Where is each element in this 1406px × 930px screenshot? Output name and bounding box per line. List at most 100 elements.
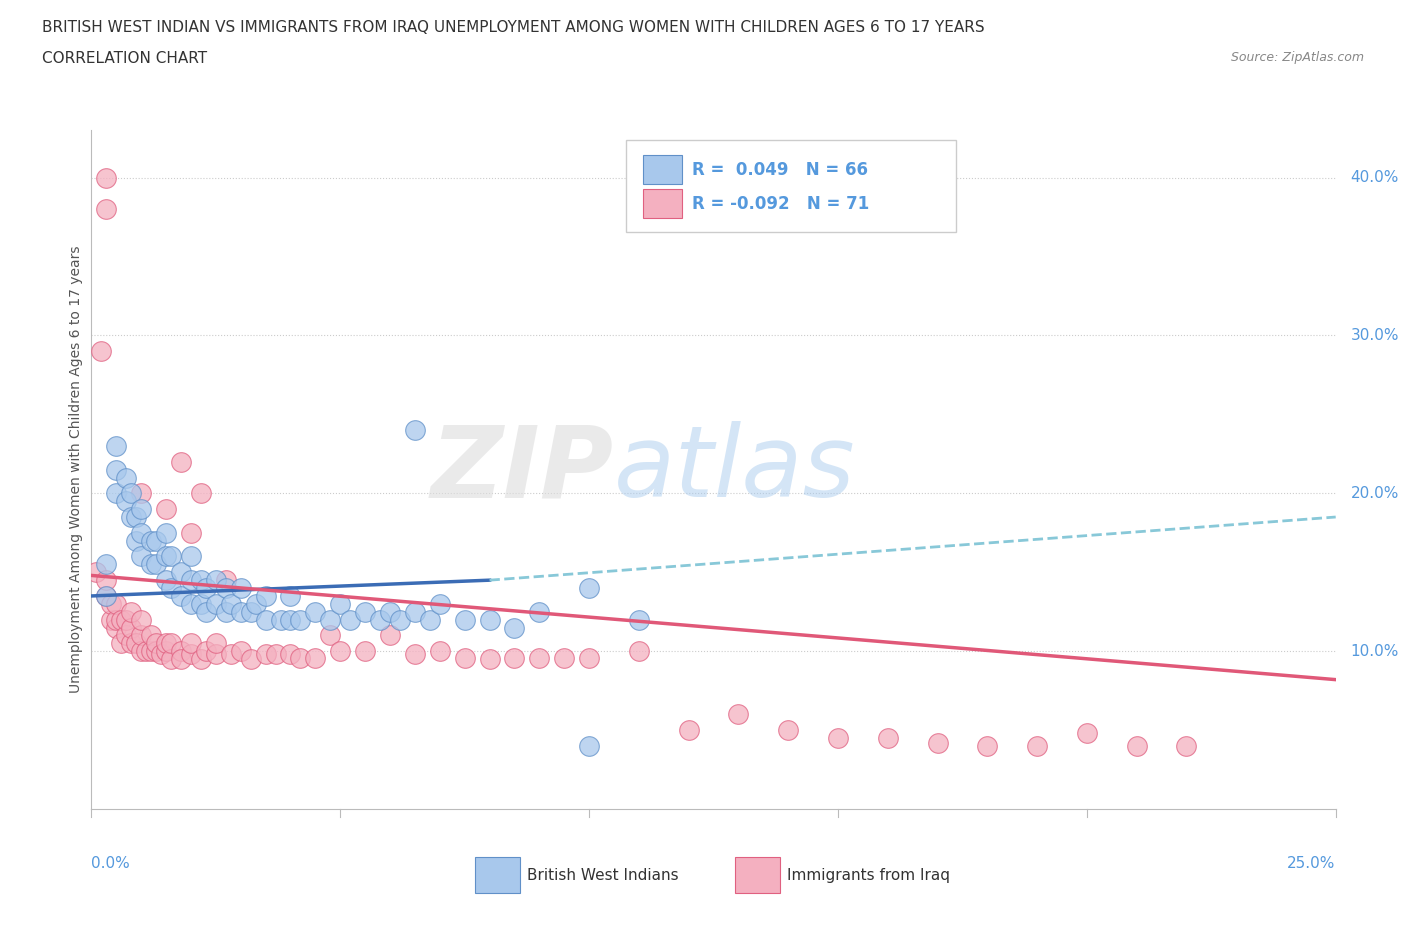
Point (254, 612, 277, 627)
Point (239, 652, 262, 667)
Point (976, 738, 998, 753)
Point (329, 644, 352, 658)
Point (254, 589, 277, 604)
Point (245, 596, 267, 611)
Point (129, 549, 152, 564)
Point (578, 738, 600, 753)
Point (229, 644, 252, 658)
Point (105, 620, 128, 635)
Point (125, 636, 148, 651)
Point (96, 589, 118, 604)
Point (280, 612, 302, 627)
Point (876, 731, 898, 746)
Point (304, 604, 326, 619)
Point (129, 485, 152, 500)
Point (205, 596, 228, 611)
Point (678, 723, 700, 737)
Point (270, 612, 292, 627)
Point (190, 596, 212, 611)
Point (115, 628, 138, 643)
Point (150, 647, 173, 662)
Point (100, 596, 122, 611)
Point (170, 455, 193, 470)
Text: BRITISH WEST INDIAN VS IMMIGRANTS FROM IRAQ UNEMPLOYMENT AMONG WOMEN WITH CHILDR: BRITISH WEST INDIAN VS IMMIGRANTS FROM I… (42, 20, 984, 35)
Point (215, 580, 238, 595)
Point (120, 620, 142, 635)
Point (827, 731, 849, 746)
Point (239, 604, 262, 619)
Point (170, 652, 193, 667)
Point (215, 573, 238, 588)
Point (155, 573, 177, 588)
Point (180, 573, 202, 588)
Text: 20.0%: 20.0% (1351, 485, 1399, 501)
Point (194, 580, 217, 595)
Text: R =  0.049   N = 66: R = 0.049 N = 66 (692, 161, 869, 179)
Text: CORRELATION CHART: CORRELATION CHART (42, 51, 207, 66)
Point (145, 644, 167, 658)
Point (280, 647, 302, 662)
Point (115, 470, 138, 485)
Point (194, 644, 217, 658)
Point (129, 644, 152, 658)
Point (90, 344, 112, 359)
Point (388, 612, 411, 627)
Point (478, 652, 501, 667)
Point (170, 644, 193, 658)
Point (120, 636, 142, 651)
Point (120, 604, 142, 619)
Point (180, 596, 202, 611)
FancyBboxPatch shape (643, 190, 682, 218)
Point (139, 628, 162, 643)
Point (553, 650, 575, 665)
Point (378, 604, 401, 619)
Point (170, 589, 193, 604)
Point (1175, 738, 1198, 753)
Point (125, 533, 148, 548)
FancyBboxPatch shape (627, 140, 956, 232)
Point (155, 501, 177, 516)
Text: Immigrants from Iraq: Immigrants from Iraq (787, 868, 950, 883)
Point (105, 596, 128, 611)
Point (100, 612, 122, 627)
Point (105, 439, 128, 454)
Point (190, 485, 212, 500)
Point (145, 557, 167, 572)
Point (129, 628, 152, 643)
Text: 25.0%: 25.0% (1288, 857, 1336, 871)
Point (1125, 738, 1147, 753)
Point (145, 533, 167, 548)
Point (304, 650, 326, 665)
Point (503, 620, 526, 635)
Point (529, 650, 551, 665)
Point (205, 636, 228, 651)
Point (429, 596, 451, 611)
Text: 40.0%: 40.0% (1351, 170, 1399, 185)
Point (96, 589, 118, 604)
Point (139, 644, 162, 658)
Point (129, 612, 152, 627)
Point (280, 589, 302, 604)
Point (180, 636, 202, 651)
Point (115, 612, 138, 627)
Text: Source: ZipAtlas.com: Source: ZipAtlas.com (1230, 51, 1364, 64)
Point (627, 644, 650, 658)
Point (96, 557, 118, 572)
Point (378, 628, 401, 643)
Point (419, 612, 441, 627)
Point (105, 485, 128, 500)
Point (180, 525, 202, 540)
FancyBboxPatch shape (643, 155, 682, 184)
Point (160, 652, 183, 667)
Point (110, 636, 132, 651)
Text: R = -0.092   N = 71: R = -0.092 N = 71 (692, 194, 870, 213)
Point (264, 647, 287, 662)
Point (778, 723, 800, 737)
Point (453, 650, 475, 665)
Point (190, 652, 212, 667)
Point (180, 549, 202, 564)
Point (529, 604, 551, 619)
Point (339, 612, 361, 627)
Point (160, 636, 183, 651)
Point (170, 565, 193, 579)
